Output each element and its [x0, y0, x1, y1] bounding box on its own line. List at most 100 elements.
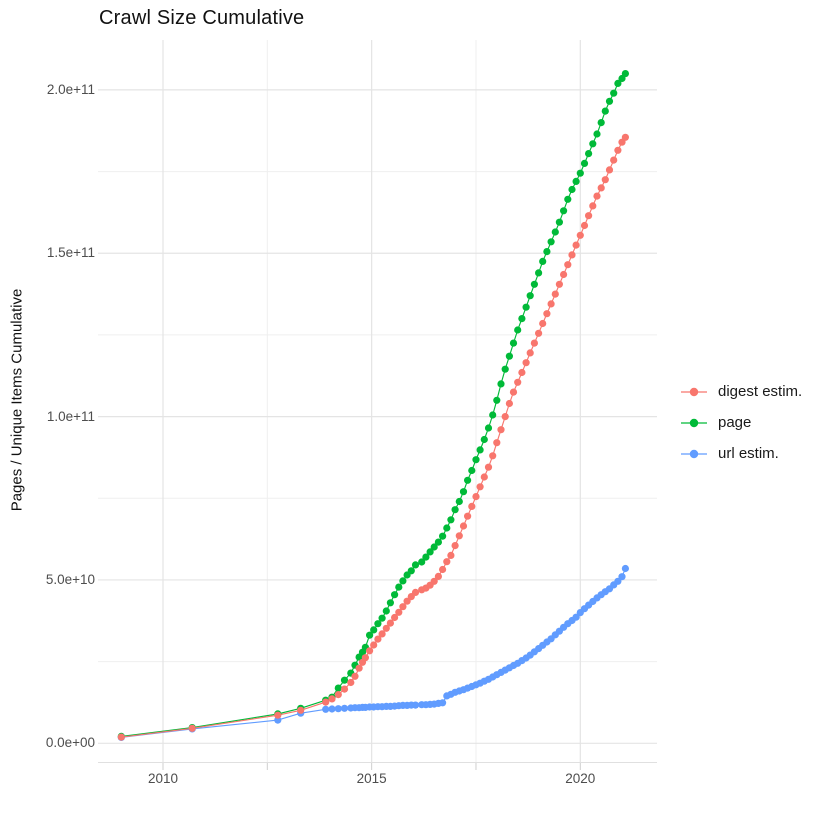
data-point — [543, 310, 551, 318]
data-point — [407, 567, 415, 575]
data-point — [439, 565, 447, 574]
legend-key-icon — [681, 418, 707, 427]
data-point — [572, 177, 580, 185]
data-point — [322, 705, 330, 713]
data-point — [374, 635, 382, 643]
data-point — [480, 473, 488, 481]
data-point — [572, 241, 580, 249]
data-point — [518, 315, 526, 323]
data-point — [560, 207, 568, 215]
data-point — [605, 97, 614, 105]
data-point — [328, 695, 336, 703]
data-point — [447, 551, 455, 559]
data-point — [439, 699, 447, 707]
data-point — [514, 326, 522, 334]
data-point — [564, 195, 572, 203]
data-point — [351, 672, 359, 680]
data-point — [601, 176, 609, 184]
data-point — [451, 542, 459, 550]
data-point — [340, 685, 349, 693]
data-point — [443, 558, 451, 566]
data-point — [322, 698, 330, 706]
data-point — [597, 184, 605, 192]
data-point — [580, 221, 589, 230]
page-title: Crawl Size Cumulative — [99, 7, 305, 29]
legend-key-dot — [689, 387, 699, 396]
data-point — [370, 626, 378, 634]
data-point — [589, 202, 597, 210]
y-tick-label: 5.0e+10 — [45, 571, 95, 587]
chart-panel — [98, 40, 657, 770]
legend-label: page — [718, 414, 752, 431]
data-point — [551, 290, 559, 298]
legend-item: page — [681, 407, 802, 438]
data-point — [422, 553, 430, 561]
data-point — [411, 701, 420, 709]
data-point — [403, 597, 411, 605]
series-line-url-estim — [121, 568, 626, 738]
data-point — [340, 676, 349, 684]
data-point — [382, 607, 390, 615]
x-tick-label: 2020 — [565, 771, 596, 786]
data-point — [411, 588, 420, 597]
legend: digest estim. page url estim. — [681, 376, 802, 469]
data-point — [378, 614, 386, 622]
data-point — [493, 396, 501, 404]
data-point — [297, 706, 305, 714]
data-point — [472, 456, 480, 464]
data-point — [370, 641, 378, 649]
data-point — [391, 613, 399, 622]
data-point — [601, 107, 609, 115]
data-point — [430, 577, 438, 585]
y-axis-title: Pages / Unique Items Cumulative — [8, 288, 26, 512]
data-point — [593, 192, 601, 200]
data-point — [522, 303, 530, 311]
y-tick-label: 1.5e+11 — [46, 245, 95, 261]
data-point — [618, 573, 626, 581]
data-point — [430, 543, 438, 551]
y-tick-label: 1.0e+11 — [46, 408, 95, 424]
data-point — [443, 524, 451, 532]
data-point — [328, 705, 336, 713]
data-point — [621, 564, 630, 573]
data-point — [334, 691, 342, 699]
data-point — [391, 591, 399, 599]
data-point — [555, 280, 563, 288]
data-point — [580, 159, 589, 167]
data-point — [366, 647, 374, 655]
data-point — [564, 261, 572, 269]
data-point — [395, 583, 403, 591]
data-point — [576, 231, 584, 239]
data-point — [585, 150, 593, 158]
data-point — [589, 140, 597, 148]
data-point — [340, 704, 349, 712]
data-point — [489, 411, 497, 419]
data-point — [378, 630, 386, 638]
data-point — [610, 89, 618, 97]
data-point — [447, 516, 455, 524]
data-point — [399, 577, 407, 585]
data-point — [386, 599, 394, 607]
data-point — [593, 130, 601, 138]
data-point — [468, 466, 476, 475]
data-point — [374, 620, 382, 628]
series-points-url-estim — [117, 564, 630, 742]
data-point — [543, 248, 551, 256]
data-point — [411, 561, 420, 569]
data-point — [522, 359, 530, 367]
data-point — [560, 270, 568, 279]
y-tick-label: 0.0e+00 — [45, 735, 95, 751]
x-tick-label: 2010 — [147, 771, 179, 786]
data-point — [605, 166, 614, 174]
data-point — [501, 413, 509, 421]
data-point — [459, 488, 468, 496]
data-point — [434, 538, 442, 546]
data-point — [526, 292, 534, 300]
data-point — [382, 624, 390, 632]
data-point — [459, 522, 468, 530]
data-point — [614, 146, 622, 154]
data-point — [355, 664, 363, 672]
data-point — [621, 133, 630, 141]
data-point — [501, 365, 509, 373]
gridlines — [98, 40, 657, 770]
